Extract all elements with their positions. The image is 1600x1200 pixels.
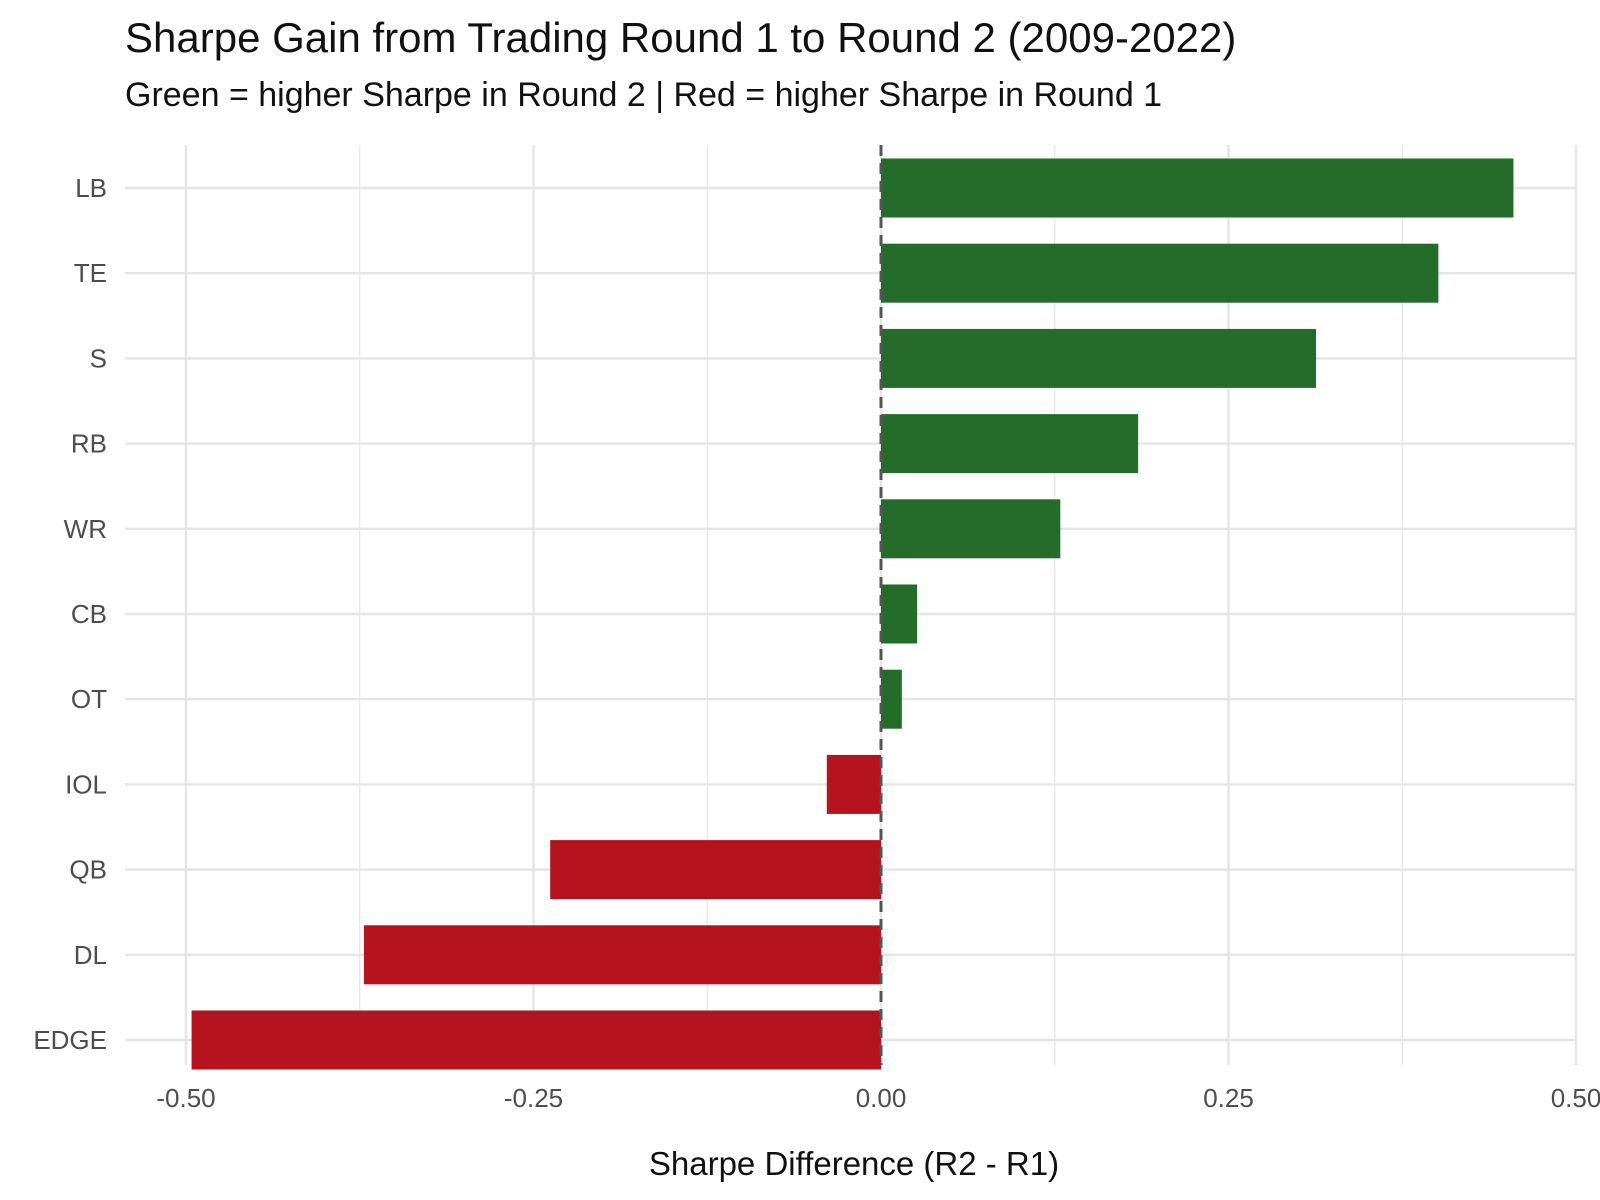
- bar-edge: [191, 1010, 881, 1070]
- bar-qb: [550, 840, 881, 900]
- y-tick-label: TE: [74, 258, 107, 288]
- x-tick-label: -0.25: [504, 1083, 563, 1113]
- x-tick-label: -0.50: [156, 1083, 215, 1113]
- y-tick-label: WR: [64, 514, 107, 544]
- bar-ot: [881, 669, 902, 729]
- x-tick-label: 0.25: [1203, 1083, 1254, 1113]
- label-layer: LB TE S RB WR CB OT IOL QB DL EDGE -0.50 -0.25 0.00 0.…: [33, 173, 1600, 1113]
- y-tick-label: RB: [71, 429, 107, 459]
- x-tick-label: 0.00: [856, 1083, 907, 1113]
- chart-subtitle: Green = higher Sharpe in Round 2 | Red =…: [125, 76, 1163, 114]
- x-axis-title: Sharpe Difference (R2 - R1): [649, 1145, 1059, 1182]
- bar-wr: [881, 499, 1061, 559]
- y-tick-label: DL: [74, 940, 107, 970]
- y-tick-label: IOL: [65, 769, 107, 799]
- chart-title: Sharpe Gain from Trading Round 1 to Roun…: [125, 14, 1237, 61]
- y-tick-label: QB: [69, 855, 107, 885]
- y-tick-label: EDGE: [33, 1025, 107, 1055]
- y-tick-label: LB: [75, 173, 107, 203]
- bar-dl: [363, 925, 881, 985]
- x-tick-label: 0.50: [1551, 1083, 1600, 1113]
- y-tick-label: CB: [71, 599, 107, 629]
- bar-layer: [191, 158, 1514, 1070]
- y-tick-label: S: [90, 343, 107, 373]
- bar-cb: [881, 584, 918, 644]
- bar-iol: [826, 754, 881, 814]
- y-tick-label: OT: [71, 684, 107, 714]
- bar-te: [881, 243, 1439, 303]
- bar-lb: [881, 158, 1514, 218]
- bar-s: [881, 328, 1317, 388]
- bar-rb: [881, 414, 1139, 474]
